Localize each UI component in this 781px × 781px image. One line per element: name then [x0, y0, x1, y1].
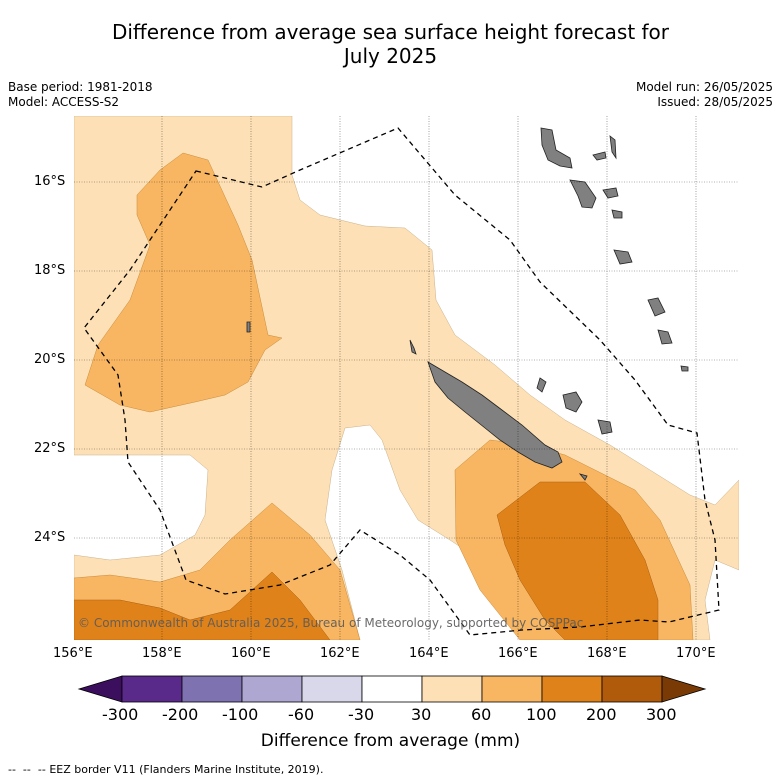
- colorbar-tick-label: -100: [222, 705, 259, 724]
- isle-of-pines: [578, 473, 588, 481]
- anomaly-100-200-region-east: [496, 481, 659, 640]
- base-period: Base period: 1981-2018: [8, 80, 153, 94]
- lat-label: 20°S: [34, 352, 66, 367]
- anomaly-60-100-region-north: [84, 152, 283, 413]
- land-masses: [246, 127, 689, 481]
- title-line-1: Difference from average sea surface heig…: [111, 20, 670, 44]
- lon-label: 162°E: [320, 646, 360, 661]
- lat-label: 22°S: [34, 441, 66, 456]
- meta-right: Model run: 26/05/2025 Issued: 28/05/2025: [636, 80, 773, 110]
- colorbar-extend-high: [661, 675, 707, 703]
- map-panel: © Commonwealth of Australia 2025, Bureau…: [74, 116, 739, 640]
- map-title: Difference from average sea surface heig…: [0, 20, 781, 68]
- copyright-text: © Commonwealth of Australia 2025, Bureau…: [78, 616, 583, 630]
- lon-label: 156°E: [53, 646, 93, 661]
- colorbar-tick-label: 100: [526, 705, 557, 724]
- colorbar-segment: [181, 675, 243, 703]
- colorbar-tick-label: 300: [646, 705, 677, 724]
- ambae-island: [592, 151, 607, 161]
- colorbar-segment: [541, 675, 603, 703]
- lifou-island: [562, 391, 583, 413]
- lon-label: 164°E: [409, 646, 449, 661]
- new-caledonia-island: [427, 361, 563, 469]
- model-name: Model: ACCESS-S2: [8, 95, 120, 109]
- colorbar-title: Difference from average (mm): [260, 731, 521, 751]
- colorbar-segment: [481, 675, 543, 703]
- eez-legend: -- -- -- EEZ border V11 (Flanders Marine…: [8, 763, 323, 776]
- lon-label: 160°E: [231, 646, 271, 661]
- colorbar-segment: [241, 675, 303, 703]
- lat-label: 16°S: [34, 174, 66, 189]
- model-run: Model run: 26/05/2025: [635, 80, 773, 94]
- small-island-east: [680, 365, 689, 372]
- colorbar-tick-label: -60: [288, 705, 315, 724]
- lon-label: 166°E: [498, 646, 538, 661]
- belep-islands: [409, 339, 417, 355]
- colorbar-tick-label: 200: [586, 705, 617, 724]
- colorbar-extend-low: [77, 675, 123, 703]
- lat-label: 18°S: [34, 263, 66, 278]
- ouvea-island: [536, 377, 547, 393]
- issued-date: Issued: 28/05/2025: [657, 95, 773, 109]
- eez-border-line: [83, 127, 720, 636]
- lon-label: 168°E: [587, 646, 627, 661]
- colorbar-tick-label: -200: [162, 705, 199, 724]
- meta-left: Base period: 1981-2018 Model: ACCESS-S2: [8, 80, 153, 110]
- eez-legend-text: EEZ border V11 (Flanders Marine Institut…: [49, 763, 324, 776]
- small-island-west: [246, 321, 251, 333]
- colorbar-segment: [301, 675, 363, 703]
- eez-legend-swatch: -- -- --: [8, 763, 50, 776]
- colorbar-tick-label: -300: [102, 705, 139, 724]
- colorbar-segment: [421, 675, 483, 703]
- colorbar-segment: [121, 675, 183, 703]
- efate-island: [602, 187, 619, 199]
- tanna-island: [647, 297, 666, 317]
- lon-label: 158°E: [142, 646, 182, 661]
- gridlines: [74, 116, 739, 640]
- colorbar-tick-label: -30: [348, 705, 375, 724]
- title-line-2: July 2025: [343, 44, 438, 68]
- mare-island: [597, 419, 613, 435]
- lon-label: 170°E: [676, 646, 716, 661]
- maewo-island: [609, 135, 617, 160]
- erromango-island: [613, 249, 633, 265]
- colorbar-tick-label: 60: [471, 705, 492, 724]
- colorbar-tick-label: 30: [411, 705, 432, 724]
- colorbar-segment: [361, 675, 423, 703]
- espiritu-santo-island: [540, 127, 573, 169]
- colorbar: [77, 675, 707, 703]
- lat-label: 24°S: [34, 530, 66, 545]
- aneityum-island: [657, 329, 673, 345]
- colorbar-segment: [601, 675, 663, 703]
- epi-island: [611, 209, 623, 219]
